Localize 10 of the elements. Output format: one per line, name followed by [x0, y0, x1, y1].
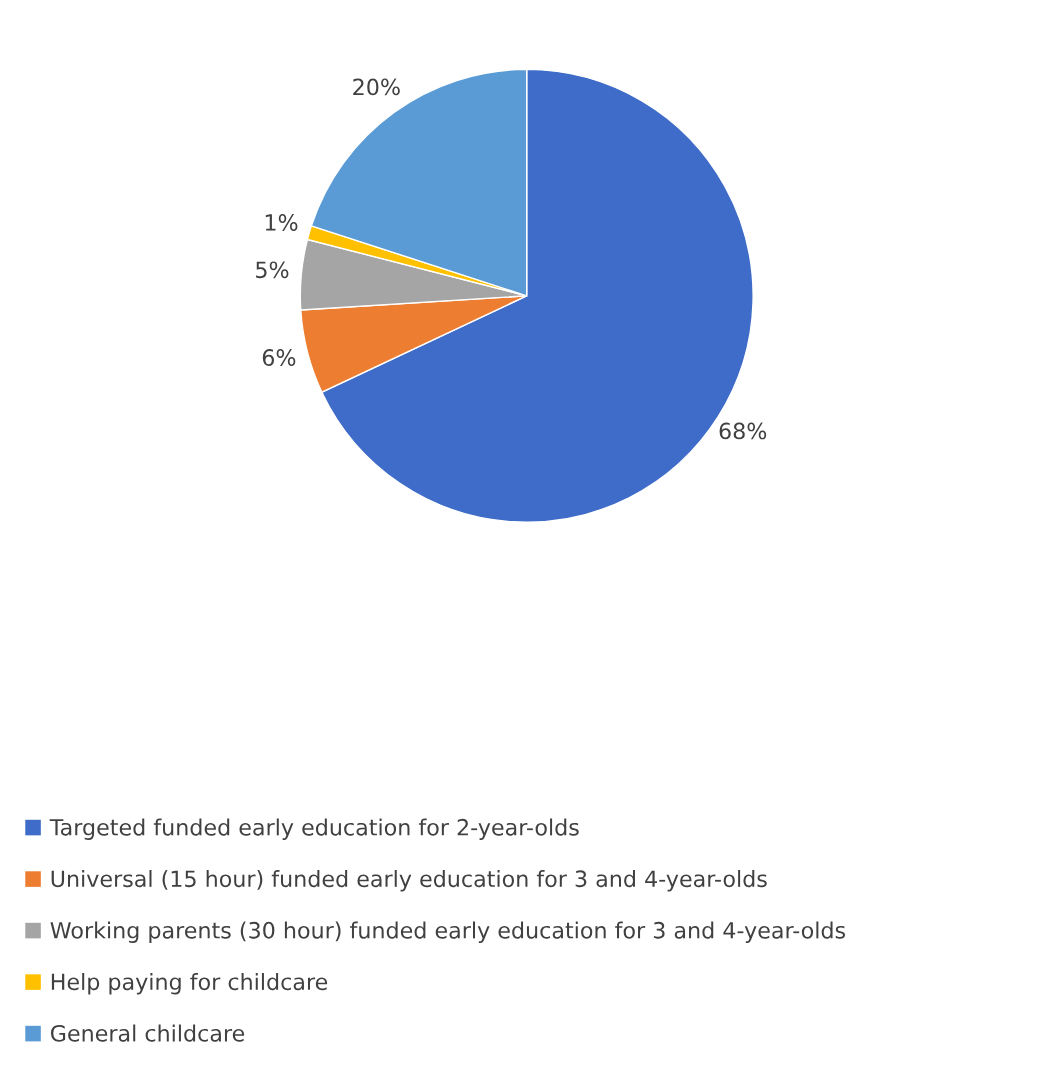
- legend-label: Targeted funded early education for 2-year-olds: [49, 818, 579, 840]
- data-label: 5%: [256, 261, 289, 279]
- legend-label: Universal (15 hour) funded early education for 3 and 4-year-olds: [51, 869, 767, 892]
- legend-label: Working parents (30 hour) funded early education for 3 and 4-year-olds: [50, 921, 846, 943]
- data-label: 1%: [265, 214, 298, 231]
- legend-label: General childcare: [50, 1024, 245, 1042]
- data-label: 20%: [353, 78, 400, 96]
- data-label: 6%: [262, 349, 296, 366]
- data-label: 68%: [719, 422, 767, 440]
- legend-label: Help paying for childcare: [51, 972, 328, 995]
